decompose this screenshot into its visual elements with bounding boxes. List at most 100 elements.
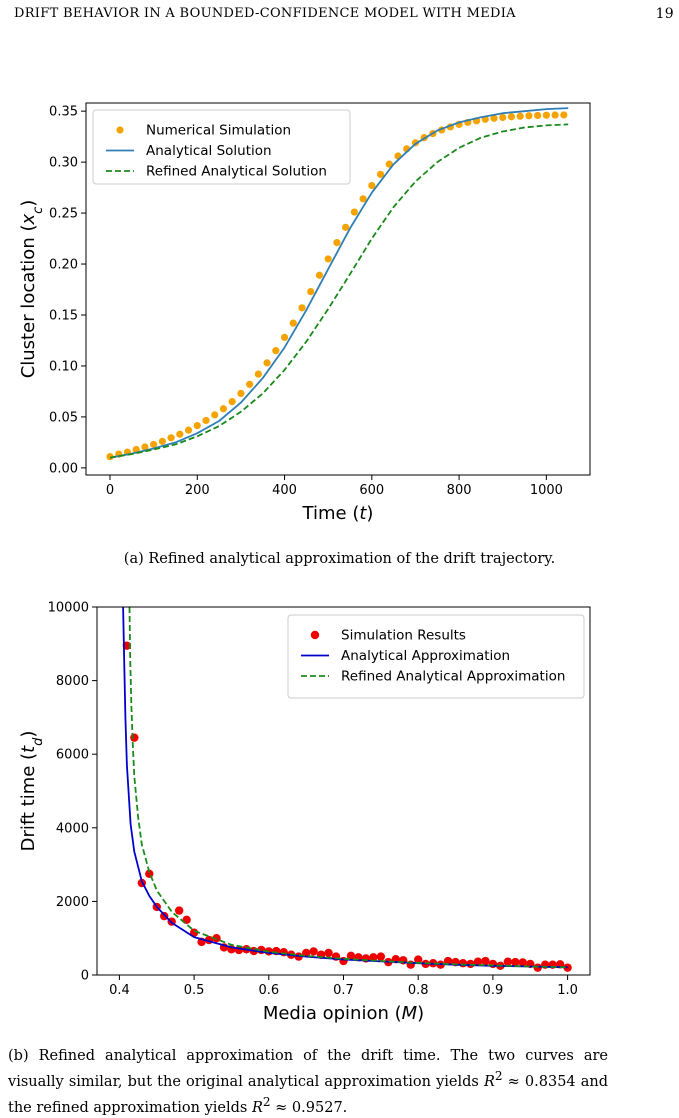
data-point	[525, 112, 533, 120]
data-point	[542, 111, 550, 119]
page-number: 19	[655, 6, 674, 22]
figure-b-chart: 0.4 0.5 0.6 0.7 0.8 0.9 1.0 0 2000 4000 6000 8000 10…	[18, 601, 591, 1024]
data-point	[516, 112, 524, 120]
series-2	[128, 607, 568, 969]
x-tick-label: 400	[272, 483, 297, 498]
data-point	[212, 934, 221, 943]
x-axis-label: Time (t)	[302, 503, 374, 524]
legend-box	[92, 109, 351, 185]
x-tick-label: 0.5	[184, 983, 205, 998]
data-point	[376, 952, 386, 961]
legend-box	[287, 614, 585, 699]
y-tick-label: 0.25	[49, 207, 78, 222]
series-1	[109, 107, 569, 459]
caption-b-exponent-2: 2	[262, 1094, 271, 1109]
x-tick-label: 0.7	[333, 983, 354, 998]
data-point	[309, 947, 318, 956]
caption-b-r-symbol-2: R	[251, 1099, 263, 1116]
data-point	[534, 111, 542, 120]
legend: Numerical Simulation Analytical Solution R…	[92, 109, 351, 185]
y-tick-label: 0	[81, 969, 89, 984]
data-point	[184, 426, 193, 434]
data-point	[473, 957, 483, 966]
data-point	[413, 955, 423, 964]
figure-a-chart: 0 200 400 600 800 1000 0.00 0.05 0.10 0.15 0.20 0.2…	[18, 102, 591, 524]
data-point	[507, 113, 516, 121]
legend-label: Refined Analytical Approximation	[341, 669, 565, 685]
data-point	[333, 239, 341, 247]
data-point	[202, 416, 210, 425]
data-point	[228, 398, 236, 406]
legend: Simulation Results Analytical Approximati…	[287, 614, 585, 699]
x-tick-label: 0.4	[109, 983, 130, 998]
data-point	[315, 271, 324, 279]
caption-b-text-1: (b) Refined analytical approximation of …	[8, 1048, 608, 1090]
data-point	[254, 370, 262, 378]
data-point	[158, 437, 166, 445]
data-point	[385, 160, 393, 168]
figure-a-caption: (a) Refined analytical approximation of …	[123, 551, 556, 567]
caption-b-exponent-1: 2	[494, 1069, 503, 1083]
y-tick-label: 0.05	[49, 410, 78, 425]
data-point	[211, 411, 219, 419]
data-point	[263, 359, 271, 367]
data-point	[490, 114, 498, 122]
data-point	[350, 208, 358, 216]
y-tick-label: 0.30	[49, 156, 78, 171]
data-point	[376, 170, 385, 178]
data-point	[458, 959, 468, 968]
caption-b-text-2: ≈ 0.8354 and the refined approximation y…	[8, 1073, 609, 1116]
data-point	[518, 958, 527, 967]
legend-label: Analytical Approximation	[341, 648, 510, 664]
y-tick-label: 0.10	[49, 359, 78, 374]
y-tick-label: 6000	[56, 748, 89, 763]
data-point	[342, 223, 350, 231]
legend-label: Analytical Solution	[146, 143, 272, 159]
data-point	[324, 255, 332, 263]
y-tick-label: 10000	[48, 601, 89, 616]
data-point	[106, 453, 114, 461]
legend-label: Refined Analytical Solution	[146, 164, 327, 180]
data-point	[551, 111, 559, 119]
legend-marker	[310, 630, 320, 640]
figure-b-caption: (b) Refined analytical approximation of …	[8, 1046, 608, 1118]
series-line	[128, 607, 568, 969]
x-tick-label: 0.9	[483, 983, 504, 998]
data-point	[237, 389, 245, 398]
x-tick-label: 200	[185, 483, 210, 498]
data-point	[488, 959, 498, 969]
x-tick-label: 1.0	[557, 983, 578, 998]
y-tick-label: 8000	[56, 674, 89, 689]
data-point	[272, 347, 280, 355]
data-point	[246, 380, 254, 388]
caption-b-r-symbol-1: R	[483, 1073, 495, 1090]
x-tick-label: 0.8	[408, 983, 429, 998]
caption-b-text-3: ≈ 0.9527.	[270, 1099, 348, 1116]
data-point	[499, 113, 507, 122]
data-point	[307, 287, 315, 296]
data-point	[130, 733, 139, 742]
data-point	[280, 333, 289, 342]
y-tick-label: 0.15	[49, 308, 78, 323]
y-tick-label: 0.00	[49, 461, 78, 476]
y-tick-label: 4000	[56, 821, 89, 836]
data-point	[560, 111, 568, 119]
data-point	[219, 405, 228, 413]
data-point	[359, 195, 367, 203]
plot-frame	[85, 102, 591, 476]
y-tick-label: 0.35	[49, 105, 78, 120]
data-point	[481, 956, 490, 966]
y-tick-label: 2000	[56, 895, 89, 910]
data-point	[193, 421, 201, 430]
data-point	[503, 957, 513, 966]
legend-label: Numerical Simulation	[146, 123, 291, 139]
data-point	[533, 963, 542, 972]
data-point	[167, 434, 175, 442]
data-point	[511, 957, 520, 967]
x-axis-label: Media opinion (M)	[263, 1003, 424, 1024]
x-tick-label: 1000	[530, 483, 563, 498]
y-axis-label: Cluster location (xc)	[18, 200, 46, 379]
data-point	[176, 430, 184, 438]
data-point	[369, 953, 378, 962]
x-tick-label: 600	[359, 483, 384, 498]
